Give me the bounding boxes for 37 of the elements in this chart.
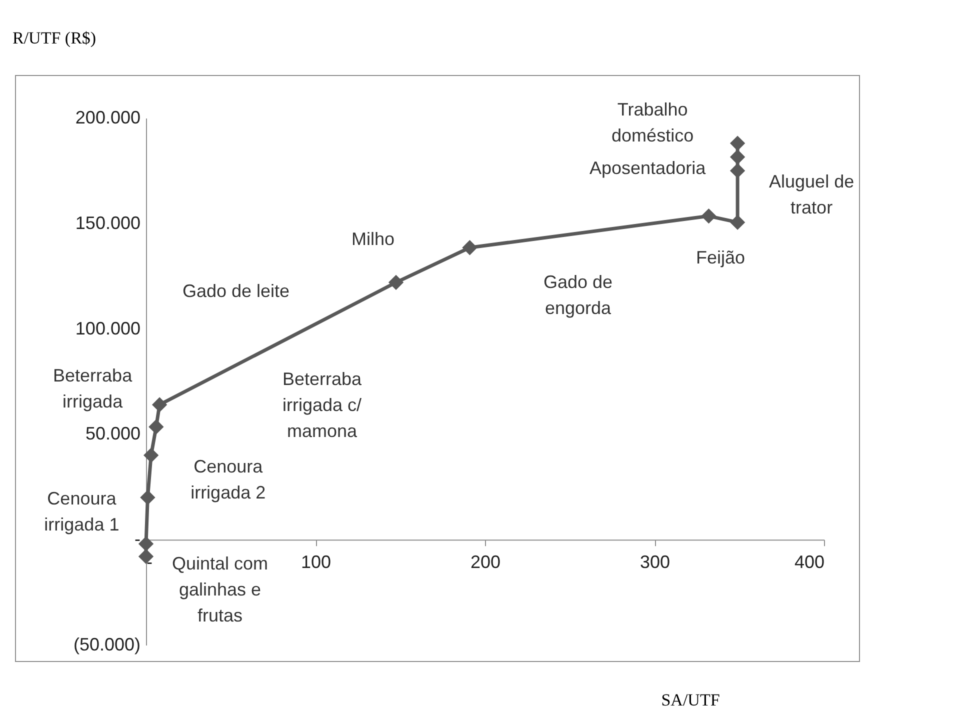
y-tick-label: 50.000 (85, 424, 140, 444)
point (152, 397, 168, 412)
point (701, 208, 716, 224)
y-tick-label: 200.000 (75, 108, 140, 128)
y-tick-label: (50.000) (73, 634, 140, 654)
x-tick-label: 200 (470, 552, 501, 572)
point (388, 274, 404, 290)
annotation: Quintal com galinhas e frutas (172, 553, 268, 626)
annotation: Trabalho doméstico (612, 99, 694, 146)
point (730, 136, 746, 151)
x-tick-label: 300 (640, 552, 670, 572)
y-tick-label: - (134, 529, 140, 550)
annotation: Cenoura irrigada 1 (44, 488, 120, 534)
annotation: Feijão (696, 247, 746, 268)
annotation: Aposentadoria (590, 158, 707, 178)
y-tick-label: 100.000 (75, 318, 140, 338)
x-tick-label: 100 (300, 552, 332, 572)
x-tick-label: 400 (794, 552, 824, 572)
point (462, 240, 478, 256)
point (138, 536, 154, 552)
point (730, 149, 746, 165)
annotation: Aluguel de trator (769, 172, 854, 218)
point (730, 214, 746, 230)
y-axis-title: R/UTF (R$) (12, 28, 96, 48)
annotation: Beterraba irrigada c/ mamona (282, 369, 363, 441)
y-tick-label: 150.000 (75, 212, 140, 233)
point (730, 163, 746, 178)
annotation: Milho (351, 229, 395, 249)
point (138, 548, 154, 564)
point (144, 448, 159, 463)
annotation: Gado de leite (182, 281, 290, 301)
annotation: Gado de engorda (543, 272, 613, 318)
point (148, 419, 164, 434)
annotation: Beterraba irrigada (53, 366, 134, 412)
annotation: Cenoura irrigada 2 (190, 456, 266, 502)
x-axis-title: SA/UTF (661, 690, 720, 710)
point (140, 490, 156, 506)
